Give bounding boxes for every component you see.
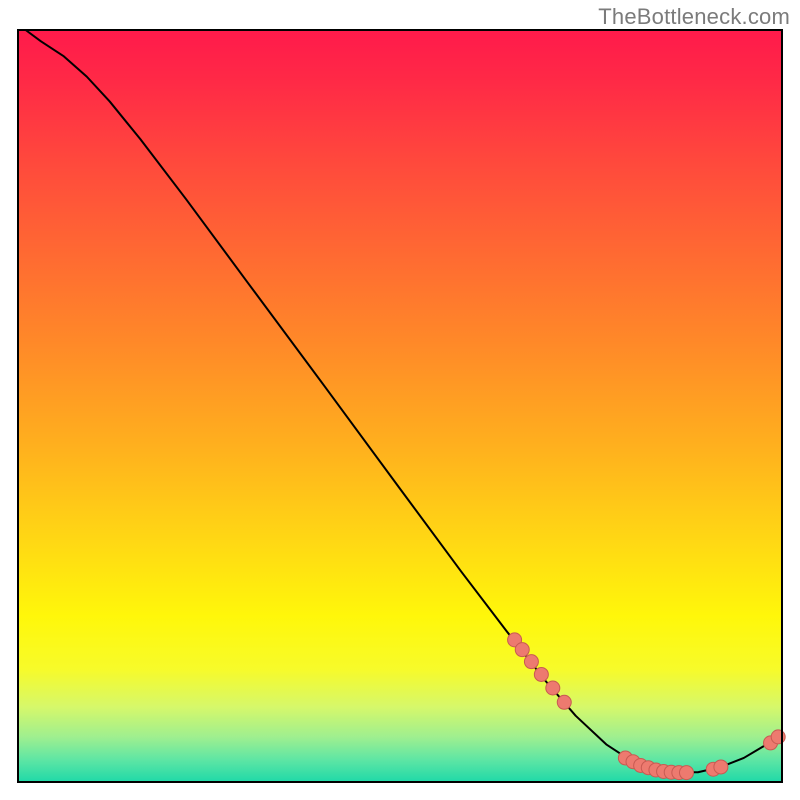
data-marker — [680, 766, 694, 780]
gradient-background — [18, 30, 782, 782]
watermark-text: TheBottleneck.com — [598, 4, 790, 30]
data-marker — [714, 760, 728, 774]
chart-container: TheBottleneck.com — [0, 0, 800, 800]
data-marker — [524, 655, 538, 669]
data-marker — [557, 695, 571, 709]
data-marker — [546, 681, 560, 695]
bottleneck-chart-svg — [0, 0, 800, 800]
data-marker — [534, 667, 548, 681]
data-marker — [771, 730, 785, 744]
data-marker — [515, 643, 529, 657]
